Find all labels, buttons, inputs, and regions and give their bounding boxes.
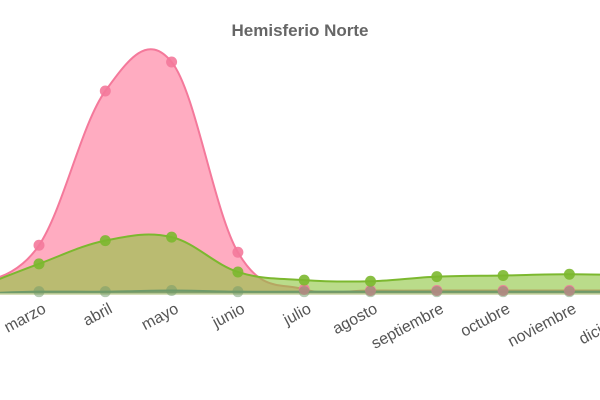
series-3-point-julio[interactable] — [298, 286, 310, 298]
series-3-point-marzo[interactable] — [33, 286, 45, 298]
series-1-point-junio[interactable] — [232, 246, 244, 258]
series-3-point-junio[interactable] — [232, 286, 244, 298]
series-3-point-octubre[interactable] — [497, 286, 509, 298]
series-2-point-marzo[interactable] — [33, 258, 45, 270]
x-tick-label-mayo: mayo — [139, 300, 182, 333]
series-2-point-abril[interactable] — [99, 235, 111, 247]
x-tick-label-abril: abril — [81, 301, 116, 330]
series-2-point-julio[interactable] — [298, 274, 310, 286]
series-2-point-agosto[interactable] — [365, 275, 376, 287]
x-tick-label-octubre: octubre — [458, 300, 513, 340]
series-1-point-abril[interactable] — [99, 85, 111, 97]
x-tick-label-noviembre: noviembre — [505, 300, 579, 350]
series-3-point-mayo[interactable] — [166, 285, 178, 297]
x-tick-label-julio: julio — [280, 300, 314, 329]
x-tick-label-agosto: agosto — [330, 300, 380, 338]
series-2-area — [0, 234, 600, 294]
series-2-point-mayo[interactable] — [166, 231, 178, 243]
x-tick-label-septiembre: septiembre — [369, 300, 447, 352]
series-3-point-agosto[interactable] — [365, 286, 376, 298]
chart-title: Hemisferio Norte — [232, 21, 369, 40]
series-1-point-mayo[interactable] — [166, 56, 178, 68]
x-tick-label-marzo: marzo — [2, 300, 49, 336]
series-2-point-junio[interactable] — [232, 266, 244, 278]
series-3-point-septiembre[interactable] — [431, 286, 443, 298]
series-1-area — [0, 49, 600, 294]
series-2-point-noviembre[interactable] — [563, 268, 575, 280]
x-tick-label-junio: junio — [209, 300, 248, 331]
x-tick-label-diciembre: diciembre — [576, 300, 600, 348]
series-3-point-abril[interactable] — [99, 286, 111, 298]
series-1-point-marzo[interactable] — [33, 239, 45, 251]
series-2-point-septiembre[interactable] — [431, 271, 443, 283]
series-3-point-noviembre[interactable] — [563, 286, 575, 298]
series-2-point-octubre[interactable] — [497, 269, 509, 281]
